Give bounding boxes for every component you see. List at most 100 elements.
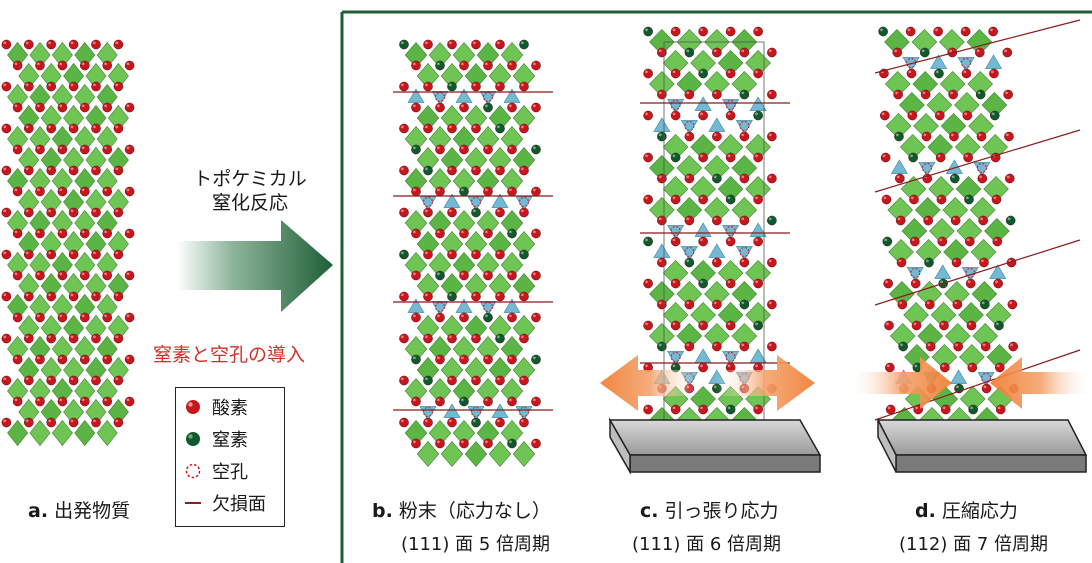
oxygen-atom xyxy=(57,186,68,197)
tetrahedron xyxy=(653,117,671,132)
oxygen-atom xyxy=(684,215,695,226)
atom-highlight xyxy=(115,419,119,423)
powder-structure xyxy=(393,39,553,468)
tetrahedron xyxy=(407,298,425,313)
atom-highlight xyxy=(521,377,524,381)
atom-highlight xyxy=(485,356,488,360)
atom-highlight xyxy=(941,322,944,326)
oxygen-atom xyxy=(411,186,421,197)
oxygen-atom xyxy=(670,278,681,289)
oxygen-atom xyxy=(531,438,541,449)
atom-highlight xyxy=(700,280,703,284)
atom-highlight xyxy=(895,91,898,95)
oxygen-atom xyxy=(911,320,922,331)
atom-highlight xyxy=(425,377,428,381)
oxygen-atom xyxy=(1,123,12,134)
vacancy-icon xyxy=(184,462,202,480)
nitrogen-atom xyxy=(399,39,409,50)
atom-highlight xyxy=(509,314,512,318)
atom-highlight xyxy=(473,125,476,129)
atom-highlight xyxy=(954,301,958,305)
oxygen-atom xyxy=(68,249,79,260)
oxygen-atom xyxy=(411,102,421,113)
nitrogen-atom xyxy=(684,257,695,268)
caption-letter: b. xyxy=(372,500,393,522)
atom-highlight xyxy=(713,49,717,53)
oxygen-atom xyxy=(124,60,135,71)
vacancy xyxy=(670,226,681,236)
oxygen-atom xyxy=(909,194,919,205)
atom-highlight xyxy=(25,377,29,381)
atom-highlight xyxy=(996,364,1000,368)
atom-highlight xyxy=(741,343,745,347)
atom-highlight xyxy=(3,419,7,423)
atom-highlight xyxy=(14,356,18,360)
atom-highlight xyxy=(768,49,772,53)
atom-highlight xyxy=(941,364,945,368)
atom-highlight xyxy=(413,398,416,402)
atom-highlight xyxy=(37,230,40,234)
nitrogen-atom xyxy=(684,47,695,58)
oxygen-atom xyxy=(35,102,45,113)
atom-highlight xyxy=(509,62,512,66)
oxygen-atom xyxy=(698,320,708,331)
oxygen-atom xyxy=(725,278,736,289)
oxygen-atom xyxy=(423,207,433,218)
oxygen-atom xyxy=(910,278,921,289)
oxygen-atom xyxy=(950,215,961,226)
atom-highlight xyxy=(473,335,476,339)
nitrogen-atom xyxy=(698,68,708,79)
oxygen-atom xyxy=(1,333,12,344)
tetrahedron xyxy=(443,403,461,418)
atom-highlight xyxy=(755,196,758,200)
atom-highlight xyxy=(413,440,416,444)
legend-item-oxygen: 酸素 xyxy=(184,394,248,420)
oxygen-atom xyxy=(57,270,68,281)
oxygen-atom xyxy=(935,152,946,163)
atom-highlight xyxy=(104,356,107,360)
atom-highlight xyxy=(473,251,476,255)
atom-highlight xyxy=(727,238,731,242)
nitrogen-atom xyxy=(531,354,541,365)
atom-highlight xyxy=(3,41,7,45)
atom-highlight xyxy=(93,167,96,171)
oxygen-atom xyxy=(531,312,541,323)
atom-highlight xyxy=(48,83,51,87)
oxygen-atom xyxy=(35,312,45,323)
atom-highlight xyxy=(25,419,29,423)
atom-highlight xyxy=(645,112,648,116)
atom-highlight xyxy=(401,377,404,381)
oxygen-atom xyxy=(459,438,469,449)
atom-highlight xyxy=(700,28,703,32)
atom-highlight xyxy=(658,175,662,179)
oxygen-atom xyxy=(46,39,57,50)
oxygen-atom xyxy=(880,152,891,163)
oxygen-atom xyxy=(411,228,421,239)
reaction-label-line2: 窒化反応 xyxy=(211,192,288,214)
octahedron xyxy=(512,440,536,468)
vacancy xyxy=(961,58,972,68)
atom-highlight xyxy=(104,230,107,234)
atom-highlight xyxy=(533,356,536,360)
oxygen-atom xyxy=(399,207,409,218)
atom-highlight xyxy=(922,91,926,95)
atom-highlight xyxy=(3,377,7,381)
atom-highlight xyxy=(521,209,524,213)
oxygen-atom xyxy=(712,47,722,58)
atom-highlight xyxy=(741,217,745,221)
oxygen-atom xyxy=(895,173,905,184)
atom-highlight xyxy=(485,104,488,108)
atom-highlight xyxy=(70,377,74,381)
atom-highlight xyxy=(497,83,500,87)
atom-highlight xyxy=(881,112,885,116)
nitrogen-atom xyxy=(507,438,517,449)
atom-highlight xyxy=(70,209,74,213)
atom-highlight xyxy=(645,196,648,200)
atom-highlight xyxy=(449,293,452,297)
oxygen-atom xyxy=(940,362,950,373)
octahedron xyxy=(440,440,464,468)
atom-highlight xyxy=(907,28,911,32)
oxygen-atom xyxy=(447,333,457,344)
atom-highlight xyxy=(700,154,703,158)
